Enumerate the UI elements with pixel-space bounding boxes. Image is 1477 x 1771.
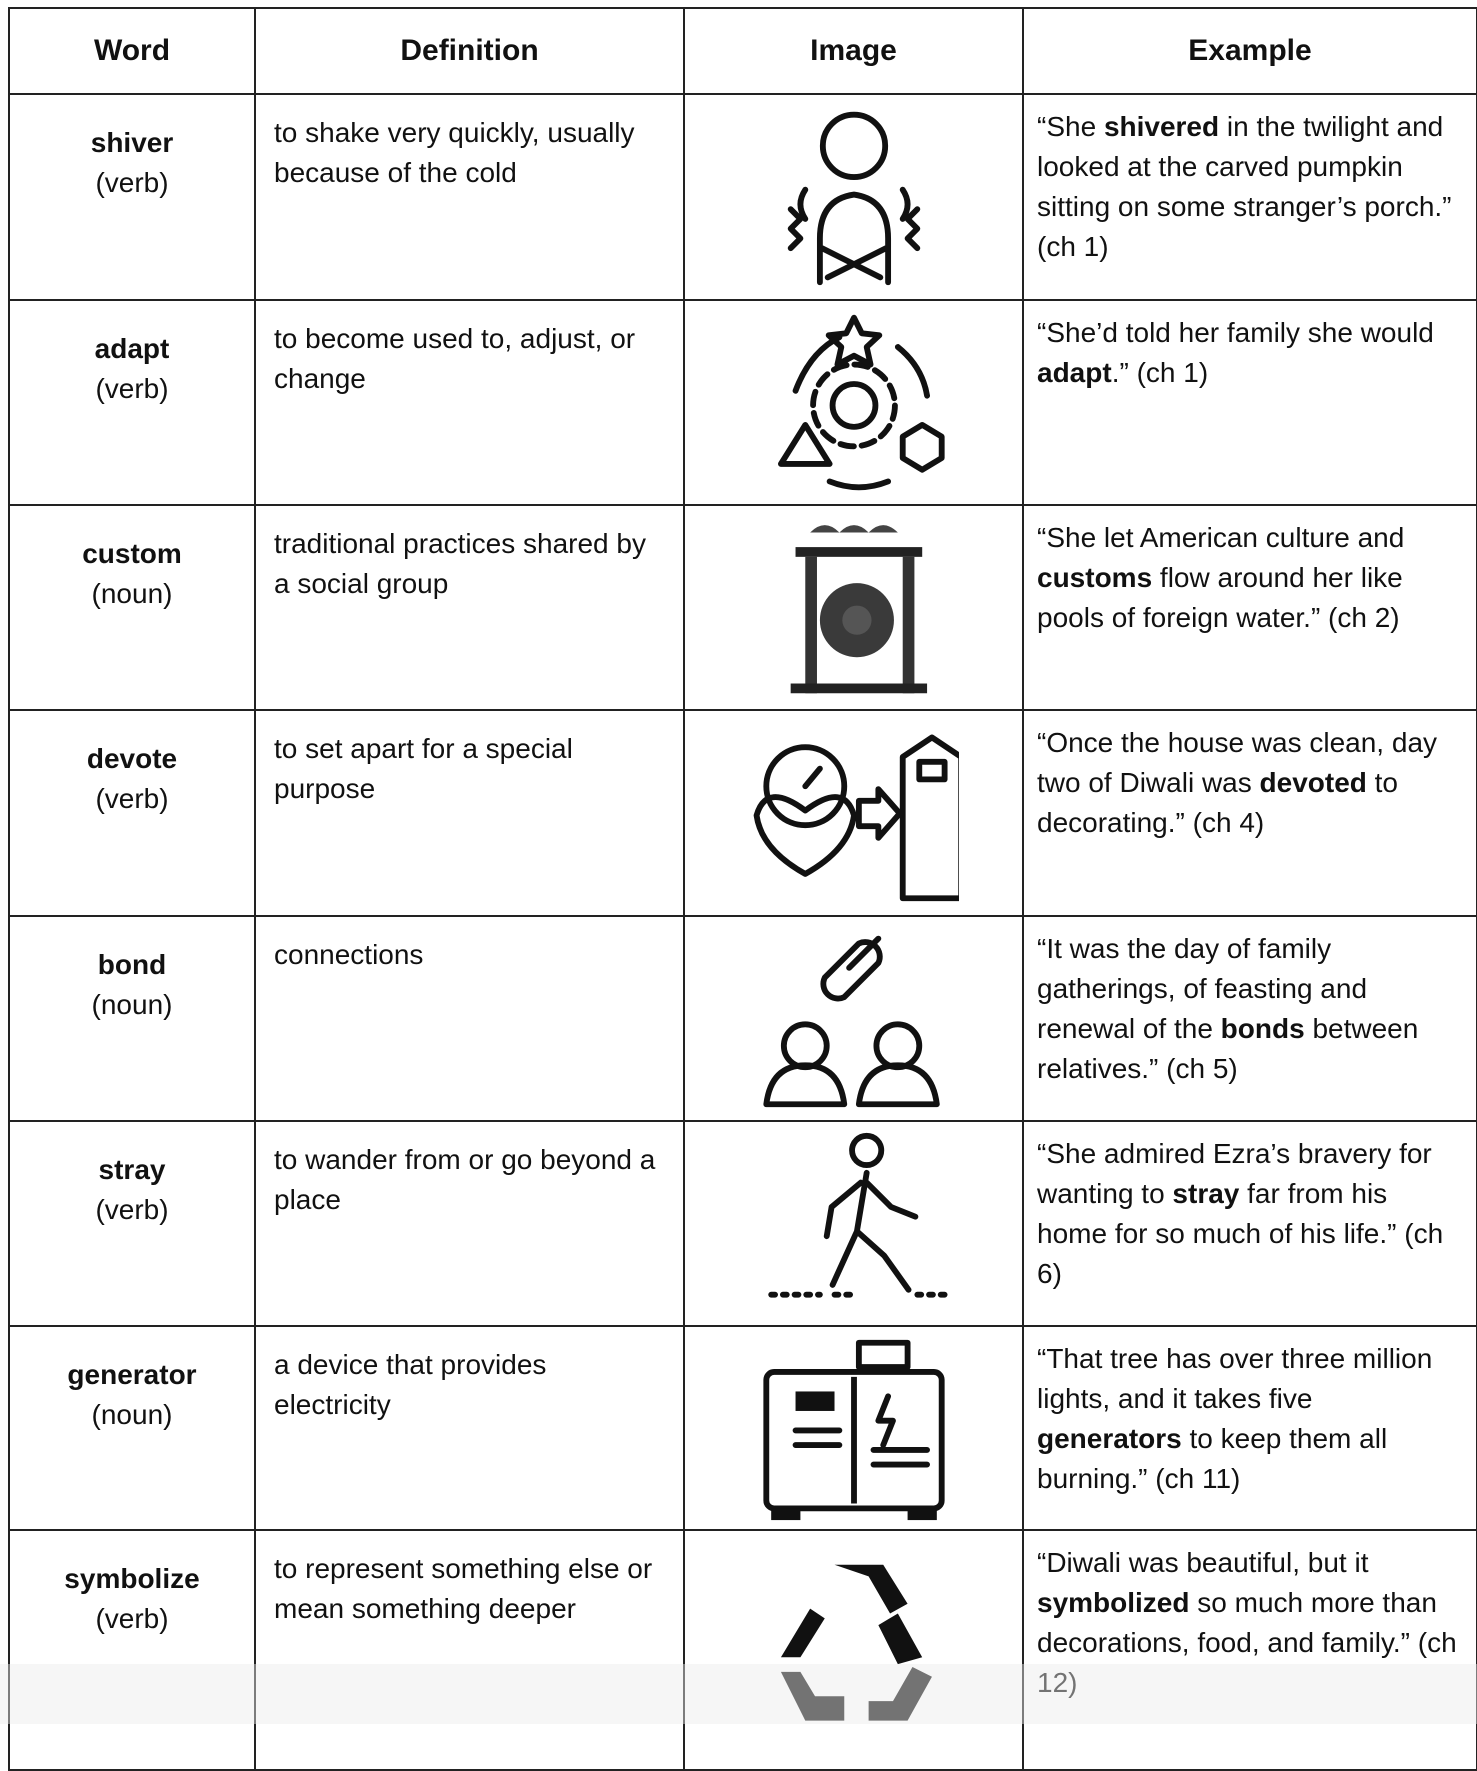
example-word: adapt	[1037, 357, 1112, 388]
vocabulary-table: Word Definition Image Example shiver (ver…	[8, 7, 1477, 1771]
icon	[780, 1564, 932, 1721]
word: custom	[82, 538, 182, 569]
word-cell: stray (verb)	[8, 1120, 256, 1327]
word-cell: bond (noun)	[8, 915, 256, 1122]
table-row: bond (noun) connections “It was the day of …	[8, 915, 1477, 1122]
table-body: shiver (verb) to shake very quickly, usual…	[8, 93, 1477, 1771]
word: adapt	[94, 333, 170, 364]
example-text: “She’d told her family she would	[1037, 317, 1434, 348]
example-text: to decorating.” (ch 4)	[1037, 767, 1399, 838]
image-cell	[683, 93, 1024, 301]
example-text: “She admired Ezra’s bravery for wanting …	[1037, 1138, 1432, 1209]
part-of-speech: (verb)	[95, 783, 169, 814]
example-text: “Once the house was clean, day two of Di…	[1037, 727, 1438, 798]
example-text: so much more than decorations, food, and…	[1037, 1587, 1457, 1698]
example-text: “It was the day of family gatherings, of…	[1037, 933, 1368, 1044]
example-text: .” (ch 1)	[1111, 357, 1209, 388]
word-cell: devote (verb)	[8, 709, 256, 917]
table-row: adapt (verb) to become used to, adjust, or…	[8, 299, 1477, 506]
table-row: generator (noun) a device that provides el…	[8, 1325, 1477, 1531]
part-of-speech: (noun)	[91, 989, 173, 1020]
header-row: Word Definition Image Example	[8, 7, 1477, 95]
word-cell: generator (noun)	[8, 1325, 256, 1531]
definition-cell: connections	[254, 915, 685, 1122]
header-cell: Definition	[254, 7, 685, 95]
part-of-speech: (noun)	[91, 1399, 173, 1430]
icon	[777, 314, 945, 490]
word: generator	[67, 1359, 197, 1390]
example-cell: “She admired Ezra’s bravery for wanting …	[1022, 1120, 1477, 1327]
word: devote	[86, 743, 178, 774]
definition-cell: to represent something else or mean some…	[254, 1529, 685, 1771]
definition-cell: to set apart for a special purpose	[254, 709, 685, 917]
part-of-speech: (verb)	[95, 373, 169, 404]
icon	[762, 935, 940, 1107]
table-row: custom (noun) traditional practices shared…	[8, 504, 1477, 711]
table-row: devote (verb) to set apart for a special p…	[8, 709, 1477, 917]
word: stray	[98, 1154, 166, 1185]
word: symbolize	[64, 1563, 200, 1594]
word-cell: adapt (verb)	[8, 299, 256, 506]
header-cell: Image	[683, 7, 1024, 95]
icon	[790, 524, 927, 693]
word-cell: custom (noun)	[8, 504, 256, 711]
image-cell	[683, 299, 1024, 506]
example-text: “She let American culture and	[1037, 522, 1405, 553]
icon	[762, 1339, 945, 1521]
definition-cell: to become used to, adjust, or change	[254, 299, 685, 506]
example-text: between relatives.” (ch 5)	[1037, 1013, 1419, 1084]
word: shiver	[90, 127, 174, 158]
word-cell: symbolize (verb)	[8, 1529, 256, 1771]
example-cell: “Diwali was beautiful, but it symbolized…	[1022, 1529, 1477, 1771]
icon	[767, 1132, 949, 1298]
example-word: bonds	[1220, 1013, 1305, 1044]
table-row: stray (verb) to wander from or go beyond a…	[8, 1120, 1477, 1327]
example-text: “Diwali was beautiful, but it	[1037, 1547, 1369, 1578]
example-text: to keep them all burning.” (ch 11)	[1037, 1423, 1388, 1494]
example-text: flow around her like pools of foreign wa…	[1037, 562, 1403, 633]
definition-cell: traditional practices shared by a social…	[254, 504, 685, 711]
example-word: devoted	[1259, 767, 1367, 798]
example-word: symbolized	[1037, 1587, 1190, 1618]
example-cell: “It was the day of family gatherings, of…	[1022, 915, 1477, 1122]
table-row: shiver (verb) to shake very quickly, usual…	[8, 93, 1477, 301]
example-word: customs	[1037, 562, 1153, 593]
example-text: “That tree has over three million lights…	[1037, 1343, 1433, 1414]
example-cell: “She shivered in the twilight and looked…	[1022, 93, 1477, 301]
image-cell	[683, 504, 1024, 711]
word: bond	[97, 949, 167, 980]
header-cell: Word	[8, 7, 256, 95]
example-text: far from his home for so much of his lif…	[1037, 1178, 1444, 1289]
image-cell	[683, 1325, 1024, 1531]
example-text: “She	[1037, 111, 1104, 142]
definition-cell: a device that provides electricity	[254, 1325, 685, 1531]
word-cell: shiver (verb)	[8, 93, 256, 301]
part-of-speech: (noun)	[91, 578, 173, 609]
part-of-speech: (verb)	[95, 1603, 169, 1634]
definition-cell: to shake very quickly, usually because o…	[254, 93, 685, 301]
example-cell: “Once the house was clean, day two of Di…	[1022, 709, 1477, 917]
example-word: shivered	[1103, 111, 1220, 142]
part-of-speech: (verb)	[95, 167, 169, 198]
icon	[787, 111, 920, 286]
example-cell: “She let American culture and customs fl…	[1022, 504, 1477, 711]
example-word: stray	[1172, 1178, 1240, 1209]
icon	[753, 734, 959, 902]
example-word: generators	[1037, 1423, 1182, 1454]
part-of-speech: (verb)	[95, 1194, 169, 1225]
page: Word Definition Image Example shiver (ver…	[8, 7, 1477, 1771]
definition-cell: to wander from or go beyond a place	[254, 1120, 685, 1327]
example-cell: “She’d told her family she would adapt.”…	[1022, 299, 1477, 506]
table-row: symbolize (verb) to represent something el…	[8, 1529, 1477, 1771]
header-cell: Example	[1022, 7, 1477, 95]
image-cell	[683, 1529, 1024, 1771]
image-cell	[683, 915, 1024, 1122]
image-cell	[683, 1120, 1024, 1327]
example-text: in the twilight and looked at the carved…	[1037, 111, 1452, 262]
example-cell: “That tree has over three million lights…	[1022, 1325, 1477, 1531]
image-cell	[683, 709, 1024, 917]
